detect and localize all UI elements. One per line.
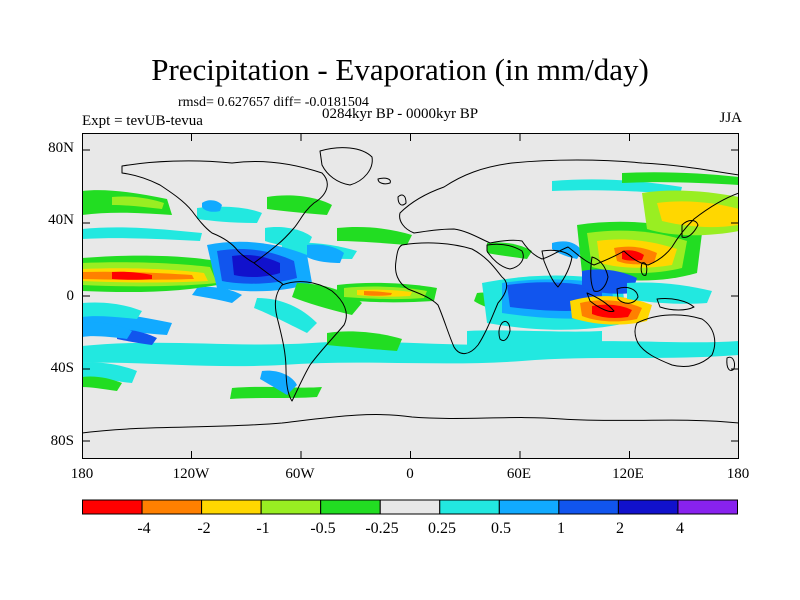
map-panel	[82, 133, 739, 459]
colorbar-swatch-2	[201, 499, 262, 515]
season-label: JJA	[719, 110, 742, 126]
coast-japan	[681, 220, 699, 238]
lon-label-0: 0	[406, 466, 414, 482]
axis-ticks	[82, 133, 739, 459]
colorbar-label-2: 2	[616, 520, 624, 537]
lat-label-40s: 40S	[50, 360, 74, 376]
colorbar-swatch-5	[379, 499, 441, 515]
colorbar-swatch-8	[558, 499, 619, 515]
colorbar-label-4: 4	[676, 520, 684, 537]
colorbar-swatch-6	[439, 499, 500, 515]
coast-new-guinea	[656, 298, 695, 311]
colorbar-swatch-1	[141, 499, 203, 515]
lat-label-80n: 80N	[48, 140, 74, 156]
colorbar-label-05: 0.5	[491, 520, 511, 537]
coast-australia	[634, 314, 716, 368]
colorbar-label-neg1: -1	[256, 520, 270, 537]
lon-label-120e: 120E	[612, 466, 644, 482]
west-pacific-field	[570, 190, 739, 325]
lat-label-0: 0	[66, 288, 75, 304]
coast-central-america	[253, 262, 284, 286]
coast-africa	[395, 242, 508, 354]
coast-india	[541, 249, 573, 288]
colorbar-label-025: 0.25	[428, 520, 456, 537]
colorbar-swatch-4	[320, 499, 381, 515]
period-line: 0284kyr BP - 0000kyr BP	[322, 106, 479, 122]
stats-line: rmsd= 0.627657 diff= -0.0181504	[178, 95, 369, 110]
southern-ocean-field	[82, 312, 739, 399]
coast-north-america	[121, 160, 328, 264]
coast-greenland	[319, 147, 373, 186]
colorbar-swatch-3	[260, 499, 322, 515]
atlantic-field	[327, 282, 507, 351]
coast-iceland	[377, 177, 391, 185]
colorbar-label-neg4: -4	[137, 520, 151, 537]
coast-uk	[397, 194, 407, 206]
lon-label-60e: 60E	[506, 466, 532, 482]
lon-label-180w: 180	[70, 466, 94, 482]
lat-label-80s: 80S	[50, 433, 74, 449]
colorbar-swatch-9	[617, 499, 679, 515]
coast-antarctica	[82, 414, 739, 434]
tropical-pacific-field	[82, 255, 242, 339]
colorbar-label-neg025: -0.25	[365, 520, 399, 537]
experiment-label: Expt = tevUB-tevua	[82, 113, 203, 129]
plot-title: Precipitation - Evaporation (in mm/day)	[151, 52, 649, 87]
coast-south-america	[274, 281, 347, 402]
coast-borneo	[616, 286, 639, 304]
coastlines	[82, 147, 739, 434]
coast-indochina	[590, 256, 609, 292]
colorbar-swatch-7	[498, 499, 560, 515]
coast-sumatra	[586, 292, 615, 312]
lon-label-60w: 60W	[285, 466, 315, 482]
colorbar	[82, 499, 739, 515]
colorbar-label-1: 1	[557, 520, 565, 537]
coast-philippines	[640, 262, 648, 276]
colorbar-label-neg2: -2	[197, 520, 211, 537]
lat-label-40n: 40N	[48, 212, 74, 228]
coast-eurasia	[399, 159, 739, 266]
coast-madagascar	[498, 320, 511, 342]
coast-arabia	[486, 243, 524, 270]
colorbar-swatch-0	[82, 499, 143, 515]
colorbar-swatch-10	[677, 499, 739, 515]
lon-label-180e: 180	[726, 466, 750, 482]
colorbar-label-neg05: -0.5	[310, 520, 336, 537]
lon-label-120w: 120W	[172, 466, 210, 482]
